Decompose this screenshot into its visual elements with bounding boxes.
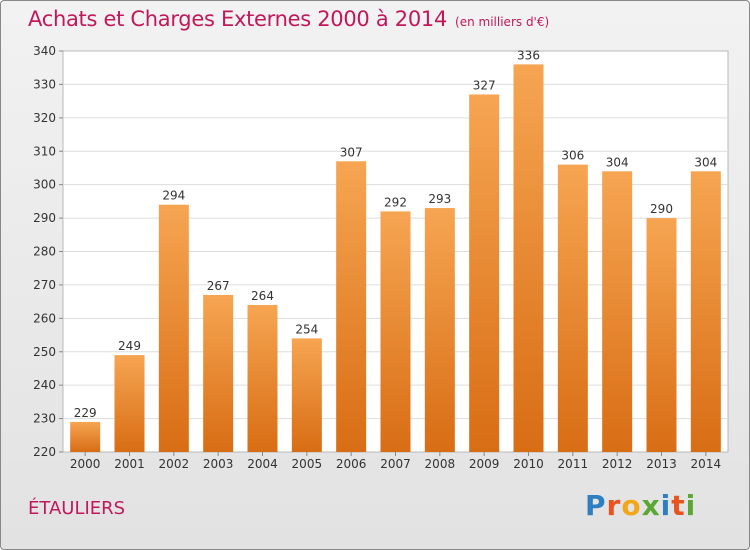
x-tick-label: 2004	[247, 457, 278, 471]
bar	[380, 211, 411, 452]
x-tick-label: 2008	[425, 457, 456, 471]
x-tick-label: 2007	[380, 457, 411, 471]
logo-letter: o	[621, 489, 642, 522]
bar	[557, 164, 588, 452]
x-tick-label: 2002	[159, 457, 190, 471]
bar	[291, 338, 322, 452]
bar-value-label: 249	[118, 339, 141, 353]
y-tick-label: 330	[33, 77, 56, 91]
x-tick-label: 2003	[203, 457, 234, 471]
bar	[114, 355, 145, 452]
x-tick-label: 2001	[114, 457, 145, 471]
bar	[247, 304, 278, 452]
bar	[336, 161, 367, 452]
bar	[70, 421, 101, 452]
x-tick-label: 2014	[691, 457, 722, 471]
bar-value-label: 306	[561, 149, 584, 163]
x-tick-label: 2009	[469, 457, 500, 471]
bar-value-label: 304	[606, 155, 629, 169]
bar-value-label: 293	[428, 192, 451, 206]
logo-letter: i	[685, 489, 697, 522]
chart-title: Achats et Charges Externes 2000 à 2014 (e…	[28, 7, 549, 31]
bar	[602, 171, 633, 453]
bar	[424, 208, 455, 452]
bar-value-label: 294	[162, 189, 185, 203]
y-tick-label: 320	[33, 111, 56, 125]
x-tick-label: 2013	[646, 457, 677, 471]
x-tick-label: 2012	[602, 457, 633, 471]
bar-value-label: 290	[650, 202, 673, 216]
bar	[690, 171, 721, 453]
x-tick-label: 2006	[336, 457, 367, 471]
x-tick-label: 2011	[558, 457, 589, 471]
y-tick-label: 340	[33, 44, 56, 58]
bar	[513, 64, 544, 452]
bar	[469, 94, 500, 453]
logo-letter: r	[606, 489, 622, 522]
y-tick-label: 240	[33, 378, 56, 392]
y-tick-label: 250	[33, 345, 56, 359]
y-tick-label: 220	[33, 445, 56, 459]
bar	[158, 204, 189, 452]
y-tick-label: 230	[33, 412, 56, 426]
bar-value-label: 307	[340, 145, 363, 159]
bar	[646, 218, 677, 452]
bar	[203, 294, 234, 452]
y-tick-label: 300	[33, 178, 56, 192]
chart-unit: (en milliers d'€)	[455, 15, 550, 29]
y-tick-label: 270	[33, 278, 56, 292]
x-tick-label: 2000	[70, 457, 101, 471]
x-tick-label: 2010	[513, 457, 544, 471]
y-tick-label: 280	[33, 245, 56, 259]
logo-letter: P	[585, 489, 607, 522]
bar-value-label: 327	[473, 78, 496, 92]
logo-letter: i	[660, 489, 672, 522]
bar-value-label: 304	[694, 155, 717, 169]
y-tick-label: 290	[33, 211, 56, 225]
proxiti-logo: Proxiti	[585, 489, 696, 522]
y-tick-label: 260	[33, 311, 56, 325]
bar-value-label: 292	[384, 195, 407, 209]
y-tick-label: 310	[33, 144, 56, 158]
bar-value-label: 267	[207, 279, 230, 293]
logo-letter: x	[641, 489, 661, 522]
chart-title-text: Achats et Charges Externes 2000 à 2014	[28, 7, 448, 31]
bar-value-label: 264	[251, 289, 274, 303]
logo-letter: t	[671, 489, 686, 522]
bar-value-label: 254	[295, 322, 318, 336]
bar-value-label: 336	[517, 48, 540, 62]
place-name: ÉTAULIERS	[28, 498, 126, 519]
x-tick-label: 2005	[292, 457, 323, 471]
bar-value-label: 229	[74, 406, 97, 420]
